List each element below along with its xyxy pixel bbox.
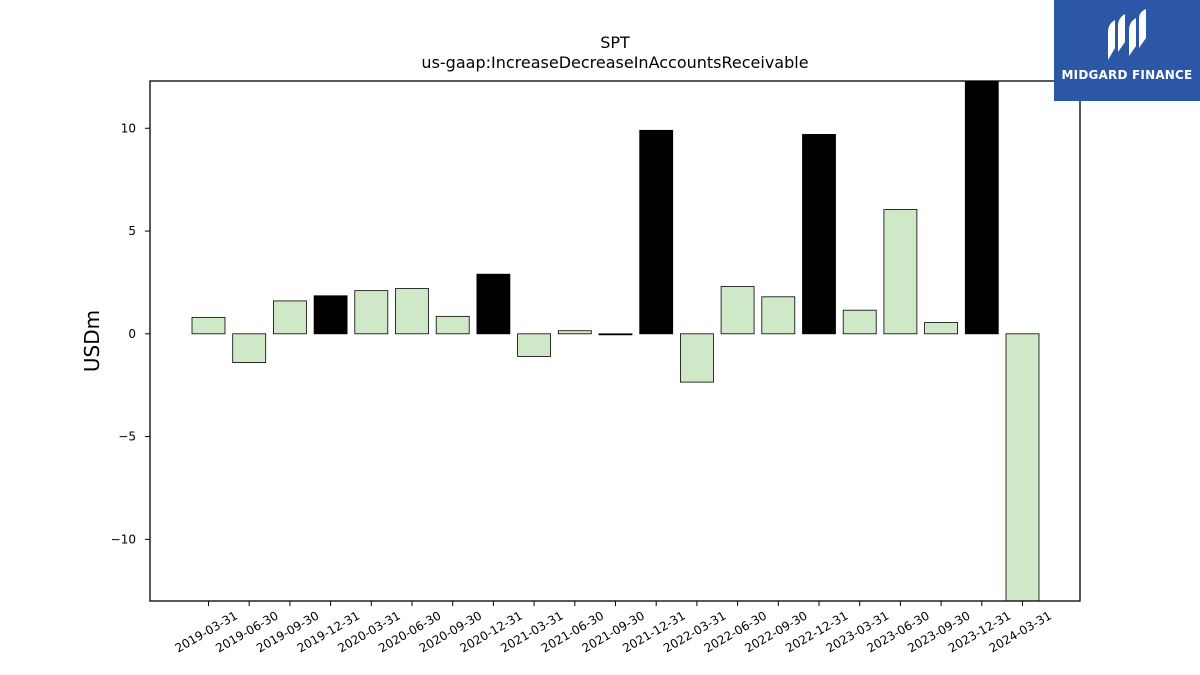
y-tick-label: 5	[128, 224, 136, 238]
y-tick-label: 10	[121, 121, 136, 135]
bar-2021-06-30	[557, 330, 592, 335]
bar-2023-12-31	[964, 80, 999, 335]
logo-text: MIDGARD FINANCE	[1061, 68, 1193, 82]
y-tick-label: 0	[128, 327, 136, 341]
y-axis-label: USDm	[80, 310, 104, 372]
bar-2019-03-31	[191, 316, 226, 335]
bar-2023-06-30	[883, 209, 918, 335]
x-axis: 2019-03-312019-06-302019-09-302019-12-31…	[173, 601, 1054, 655]
chart-subtitle: us-gaap:IncreaseDecreaseInAccountsReceiv…	[421, 53, 808, 72]
brand-logo: MIDGARD FINANCE	[1054, 0, 1200, 101]
bar-2023-09-30	[924, 322, 958, 335]
y-tick-label: −10	[111, 532, 136, 546]
bar-2023-03-31	[842, 309, 877, 335]
bar-2020-12-31	[476, 273, 511, 335]
bar-2022-12-31	[802, 134, 836, 335]
bar-2020-03-31	[354, 290, 389, 335]
bar-2022-03-31	[680, 333, 714, 383]
bars-group	[191, 80, 1040, 602]
chart-title: SPT	[600, 33, 630, 52]
bar-2021-03-31	[517, 333, 551, 357]
y-axis: 10 5 0 −5 −10	[111, 121, 150, 546]
bar-2022-09-30	[761, 296, 796, 335]
plot-frame	[149, 80, 1081, 602]
bar-2024-03-31	[1005, 333, 1040, 602]
bar-2021-12-31	[639, 129, 674, 335]
y-tick-label: −5	[118, 430, 136, 444]
bar-2019-12-31	[313, 295, 348, 335]
bar-2022-06-30	[720, 286, 755, 335]
bar-2020-09-30	[435, 315, 470, 335]
bar-2019-06-30	[232, 333, 267, 363]
bar-2019-09-30	[272, 300, 307, 335]
bar-2020-06-30	[395, 288, 429, 335]
logo-mark-icon	[1108, 9, 1146, 60]
bar-2021-09-30	[598, 333, 633, 336]
